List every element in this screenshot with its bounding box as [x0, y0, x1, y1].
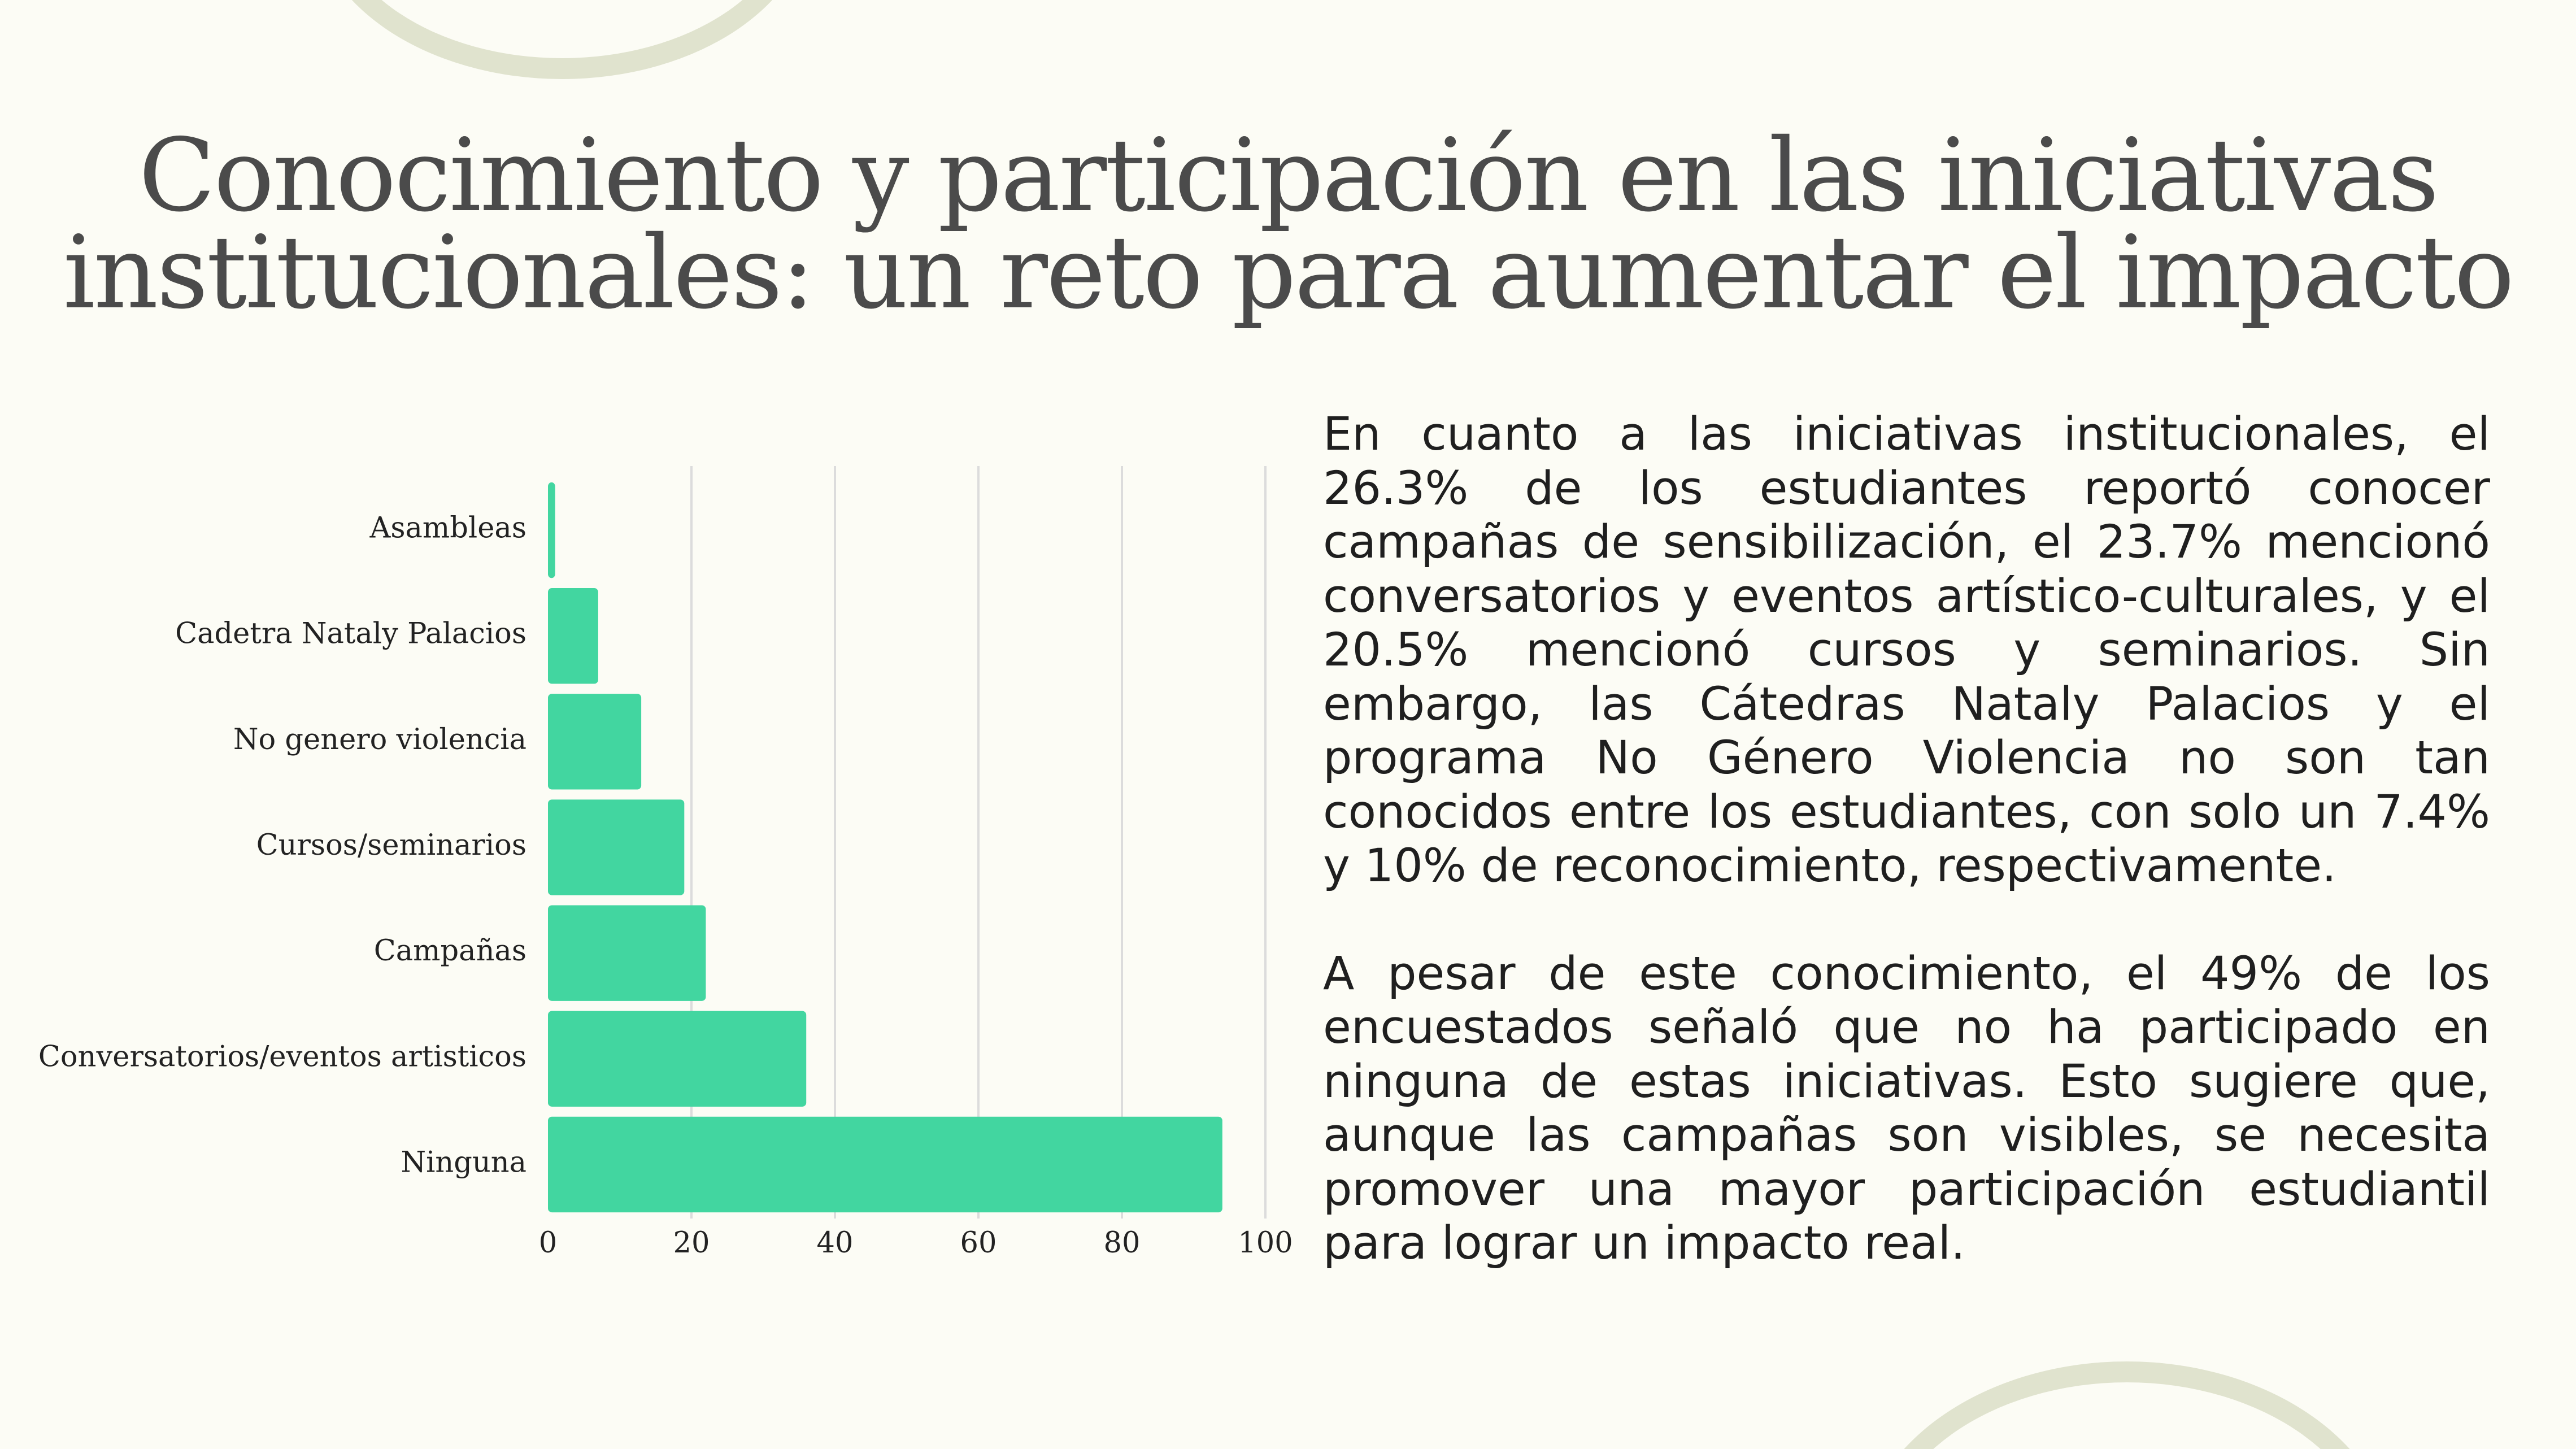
bar-asambleas — [548, 482, 555, 578]
category-label: Campañas — [374, 934, 526, 968]
category-label: Asambleas — [369, 512, 527, 545]
paragraph-participacion: A pesar de este conocimiento, el 49% de … — [1323, 947, 2490, 1270]
decorative-ring-bottom — [1859, 1361, 2395, 1449]
x-tick-label: 20 — [673, 1226, 710, 1260]
bar-ninguna — [548, 1116, 1222, 1213]
horizontal-bar-chart: Asambleas Cadetra Nataly Palacios No gener… — [38, 466, 1293, 1260]
x-tick-label: 100 — [1238, 1226, 1293, 1260]
bar-conversatorios-eventos-artisticos — [548, 1011, 807, 1107]
slide-title-line-2: institucionales: un reto para aumentar e… — [63, 214, 2515, 331]
bar-campa-as — [548, 905, 706, 1001]
bar-no-genero-violencia — [548, 694, 642, 790]
slide-title: Conocimiento y participación en las inic… — [0, 117, 2576, 331]
category-label: Ninguna — [401, 1146, 526, 1179]
category-label: Conversatorios/eventos artisticos — [38, 1040, 526, 1073]
category-label: Cursos/seminarios — [256, 829, 526, 862]
bar-cadetra-nataly-palacios — [548, 588, 598, 684]
x-tick-label: 40 — [817, 1226, 854, 1260]
body-text: En cuanto a las iniciativas instituciona… — [1323, 408, 2490, 1271]
bar-cursos-seminarios — [548, 799, 685, 895]
category-label: Cadetra Nataly Palacios — [175, 617, 526, 651]
paragraph-iniciativas: En cuanto a las iniciativas instituciona… — [1323, 408, 2490, 893]
x-tick-label: 80 — [1104, 1226, 1141, 1260]
decorative-ring-top — [311, 0, 813, 79]
slide-title-line-1: Conocimiento y participación en las inic… — [138, 117, 2439, 234]
x-tick-label: 0 — [539, 1226, 557, 1260]
x-tick-label: 60 — [960, 1226, 997, 1260]
category-label: No genero violencia — [233, 723, 526, 756]
